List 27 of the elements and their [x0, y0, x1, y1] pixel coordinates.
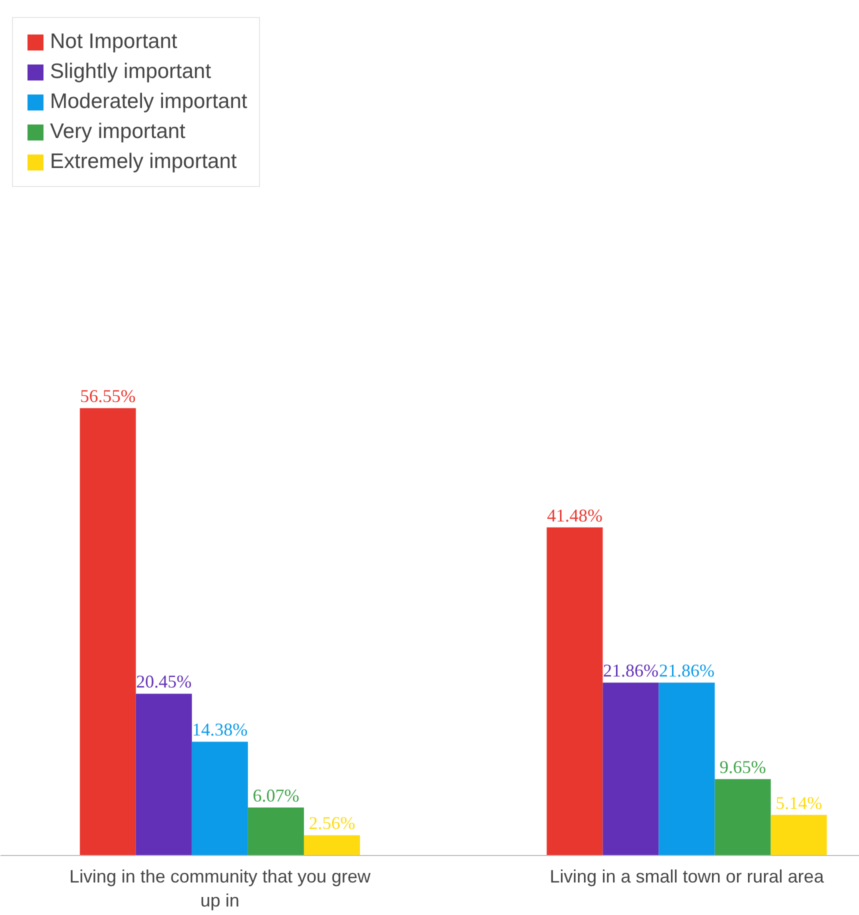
data-label: 21.86%: [602, 660, 658, 681]
legend-label: Extremely important: [50, 150, 237, 174]
legend-label: Not Important: [50, 30, 178, 54]
data-label: 2.56%: [308, 813, 356, 834]
bar: [80, 408, 136, 856]
data-label: 14.38%: [192, 720, 248, 740]
bar: [658, 682, 715, 856]
data-label: 9.65%: [720, 757, 766, 778]
legend-label: Slightly important: [50, 60, 212, 84]
bar: [770, 814, 827, 856]
data-label: 21.86%: [659, 660, 715, 681]
bar: [136, 694, 192, 856]
data-label: 56.55%: [80, 386, 136, 406]
data-label: 5.14%: [776, 792, 822, 813]
bar: [248, 807, 304, 856]
bar: [714, 779, 771, 856]
bar: [546, 527, 603, 856]
legend-label: Very important: [50, 120, 186, 144]
data-label: 20.45%: [136, 672, 192, 692]
bar: [602, 682, 659, 856]
x-tick-label: Living in the community that you grew up in: [69, 866, 372, 910]
bar: [192, 742, 248, 856]
bar: [304, 835, 360, 856]
legend-label: Moderately important: [50, 90, 248, 114]
x-tick-label: Living in a small town or rural area: [550, 866, 825, 886]
data-label: 6.07%: [252, 785, 300, 806]
data-label: 41.48%: [546, 505, 602, 526]
